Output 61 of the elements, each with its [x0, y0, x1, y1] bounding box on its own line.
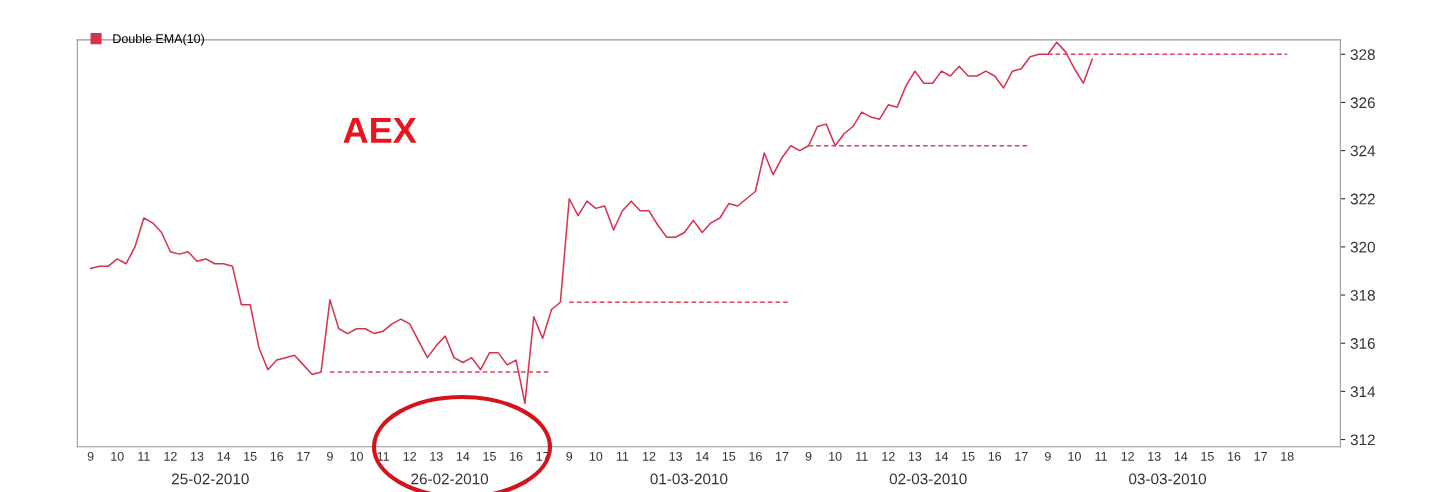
- x-tick-label: 10: [829, 451, 842, 461]
- x-tick-label: 18: [1281, 451, 1294, 461]
- x-tick-label: 15: [244, 452, 257, 461]
- x-tick-label: 11: [856, 452, 868, 461]
- y-tick-label: 318: [1350, 289, 1375, 301]
- y-tick-label: 320: [1350, 241, 1375, 253]
- x-tick-label: 16: [510, 451, 523, 461]
- x-tick-label: 10: [589, 451, 603, 461]
- x-tick-label: 11: [1095, 452, 1107, 461]
- x-tick-label: 17: [1254, 452, 1267, 461]
- x-tick-label: 11: [616, 452, 629, 461]
- x-tick-label: 13: [430, 451, 443, 461]
- x-tick-label: 15: [722, 452, 736, 461]
- x-tick-label: 10: [1068, 451, 1081, 461]
- x-tick-label: 9: [87, 451, 94, 461]
- x-tick-label: 17: [775, 452, 789, 461]
- x-tick-label: 14: [217, 452, 231, 461]
- y-tick-label: 314: [1350, 386, 1376, 398]
- x-tick-label: 16: [270, 451, 284, 461]
- x-tick-label: 12: [403, 451, 417, 461]
- x-tick-label: 13: [190, 451, 204, 461]
- x-tick-label: 11: [138, 452, 150, 461]
- x-tick-label: 12: [1121, 451, 1134, 461]
- y-tick-label: 322: [1350, 193, 1375, 205]
- x-tick-label: 9: [566, 451, 573, 461]
- y-tick-label: 324: [1350, 145, 1376, 157]
- x-tick-label: 10: [350, 451, 363, 461]
- x-tick-label: 14: [696, 452, 709, 461]
- legend-label: Double EMA(10): [113, 33, 204, 46]
- x-tick-label: 14: [935, 452, 949, 461]
- y-tick-label: 328: [1350, 49, 1375, 60]
- x-tick-label: 15: [962, 452, 975, 461]
- annotation: AEX: [343, 117, 417, 143]
- x-tick-label: 11: [377, 452, 389, 461]
- x-tick-label: 15: [483, 452, 496, 461]
- x-tick-label: 13: [908, 451, 922, 461]
- text: 02-03-2010: [889, 473, 967, 485]
- text: 01-03-2010: [650, 473, 728, 485]
- x-tick-label: 9: [805, 451, 812, 461]
- x-tick-label: 15: [1201, 452, 1214, 461]
- y-tick-label: 316: [1350, 338, 1375, 349]
- x-tick-label: 12: [882, 451, 895, 461]
- y-tick-label: 326: [1350, 97, 1375, 109]
- x-tick-label: 16: [988, 451, 1002, 461]
- x-tick-label: 10: [111, 451, 124, 461]
- x-tick-label: 9: [1044, 451, 1051, 461]
- x-tick-label: 17: [297, 452, 310, 461]
- x-tick-label: 12: [164, 451, 177, 461]
- text: 25-02-2010: [171, 473, 249, 485]
- x-tick-label: 14: [456, 452, 470, 461]
- x-tick-label: 14: [1174, 452, 1188, 461]
- y-tick-label: 312: [1350, 434, 1375, 446]
- x-tick-label: 13: [1148, 451, 1161, 461]
- x-tick-label: 9: [327, 451, 333, 461]
- text: 26-02-2010: [411, 473, 489, 485]
- x-tick-label: 16: [749, 451, 762, 461]
- x-tick-label: 12: [643, 451, 656, 461]
- x-tick-label: 13: [669, 451, 683, 461]
- x-tick-label: 17: [1015, 452, 1028, 461]
- text: 03-03-2010: [1129, 473, 1206, 485]
- x-tick-label: 16: [1227, 451, 1241, 461]
